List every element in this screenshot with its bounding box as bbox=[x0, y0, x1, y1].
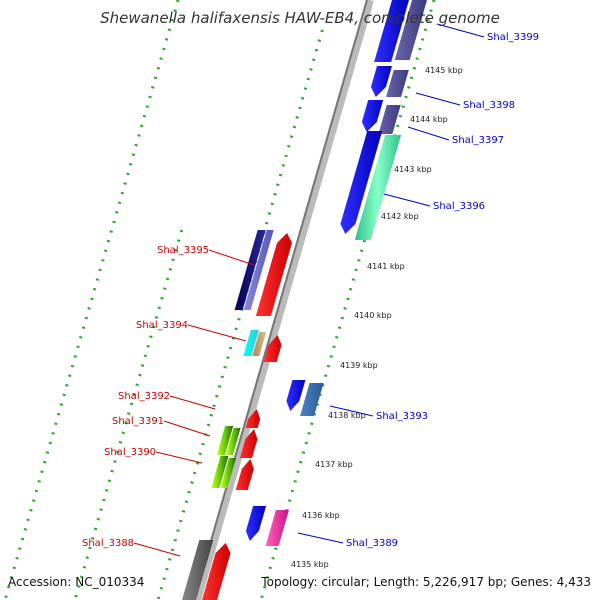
genome-title: Shewanella halifaxensis HAW-EB4, complet… bbox=[100, 9, 500, 27]
gene-block-3398-b bbox=[386, 70, 409, 97]
tick-label: 4135 kbp bbox=[291, 560, 329, 569]
leader-line bbox=[415, 92, 461, 106]
gene-block-3390-b bbox=[220, 458, 236, 488]
gene-block-3393-b bbox=[300, 383, 324, 416]
tick-label: 4139 kbp bbox=[340, 361, 378, 370]
tick-label: 4141 kbp bbox=[367, 262, 405, 271]
gene-block-3397-b bbox=[378, 105, 401, 134]
gene-label-left: Shal_3392 bbox=[118, 391, 170, 402]
leader-line bbox=[187, 324, 247, 342]
gene-block-3396-a bbox=[340, 131, 383, 234]
gene-label-left: Shal_3388 bbox=[82, 538, 134, 549]
gene-label-right: Shal_3389 bbox=[346, 538, 398, 549]
accession-text: Accession: NC_010334 bbox=[8, 575, 144, 589]
leader-line bbox=[133, 542, 181, 557]
kbp-ticks: 4145 kbp 4144 kbp 4143 kbp 4142 kbp 4141 kbp… bbox=[291, 66, 463, 569]
gene-block-3388-a bbox=[182, 540, 214, 600]
gene-block-3389-b bbox=[265, 510, 289, 546]
gene-block-3388-b bbox=[202, 543, 231, 600]
leader-line bbox=[155, 451, 203, 464]
gene-label-left: Shal_3395 bbox=[157, 245, 209, 256]
tick-label: 4138 kbp bbox=[328, 411, 366, 420]
gene-block-3399-a bbox=[374, 0, 409, 62]
leader-line bbox=[407, 126, 450, 141]
gene-block-3391-b bbox=[225, 428, 241, 455]
gene-block-3394-b bbox=[252, 332, 267, 356]
gene-block-3398-a bbox=[370, 66, 392, 97]
gene-block-3394-a bbox=[243, 330, 259, 356]
leader-line bbox=[436, 23, 485, 38]
tick-label: 4143 kbp bbox=[394, 165, 432, 174]
gene-labels: Shal_3399 Shal_3398 Shal_3397 Shal_3396 Shal… bbox=[82, 23, 539, 557]
leader-line bbox=[208, 249, 255, 266]
leader-line bbox=[329, 405, 374, 417]
topology-text: Topology: circular; Length: 5,226,917 bp… bbox=[260, 575, 591, 589]
gene-label-left: Shal_3394 bbox=[136, 320, 188, 331]
gene-block-3391-a bbox=[216, 426, 234, 455]
gene-label-right: Shal_3397 bbox=[452, 135, 504, 146]
gene-label-right: Shal_3398 bbox=[463, 100, 515, 111]
gene-block-3390-c bbox=[235, 459, 254, 490]
leader-line bbox=[383, 193, 431, 207]
gene-block-3395-a bbox=[234, 230, 266, 310]
tick-label: 4142 kbp bbox=[381, 212, 419, 221]
backbone bbox=[193, 0, 374, 600]
gene-block-3397-a bbox=[361, 100, 384, 132]
tick-label: 4140 kbp bbox=[354, 311, 392, 320]
gene-block-3399-b bbox=[394, 0, 427, 60]
tick-label: 4137 kbp bbox=[315, 460, 353, 469]
leader-line bbox=[163, 420, 211, 437]
gene-label-left: Shal_3391 bbox=[112, 416, 164, 427]
gene-label-right: Shal_3396 bbox=[433, 201, 485, 212]
dotted-track-3 bbox=[73, 229, 184, 600]
leader-line bbox=[169, 395, 216, 410]
dotted-track-4 bbox=[3, 0, 180, 600]
gc-dotted-tracks bbox=[3, 0, 436, 600]
gene-features bbox=[182, 0, 427, 600]
gene-block-3389-a bbox=[245, 506, 267, 541]
gene-block-3393-a bbox=[286, 380, 306, 411]
gene-label-left: Shal_3390 bbox=[104, 447, 156, 458]
gene-block-3395-b bbox=[243, 230, 274, 310]
tick-label: 4145 kbp bbox=[425, 66, 463, 75]
tick-label: 4136 kbp bbox=[302, 511, 340, 520]
leader-line bbox=[297, 532, 344, 544]
gene-block-3394-c bbox=[263, 335, 282, 362]
gene-block-3391-c bbox=[239, 429, 258, 458]
dotted-track-2 bbox=[156, 29, 324, 600]
dotted-track-1 bbox=[259, 0, 436, 600]
gene-block-3390-a bbox=[211, 456, 229, 488]
gene-block-3395-c bbox=[255, 233, 292, 316]
tick-label: 4144 kbp bbox=[410, 115, 448, 124]
gene-block-3392 bbox=[245, 409, 261, 428]
gene-block-3396-b bbox=[354, 135, 402, 240]
gene-label-right: Shal_3393 bbox=[376, 411, 428, 422]
gene-label-right: Shal_3399 bbox=[487, 32, 539, 43]
